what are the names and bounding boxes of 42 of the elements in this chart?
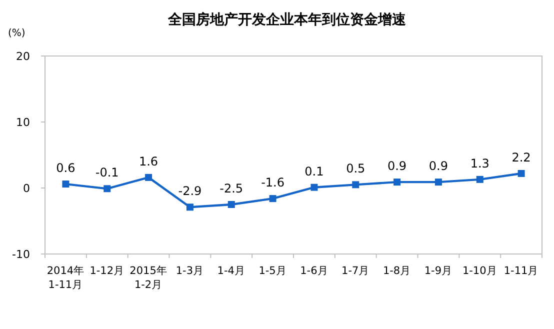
point: [476, 176, 484, 183]
data-label: 1.6: [138, 154, 158, 168]
data-label: 0.5: [346, 162, 366, 176]
y-tick-label: -10: [12, 248, 30, 261]
x-tick-label: 1-10月: [462, 265, 498, 277]
point: [104, 185, 111, 192]
x-tick-label: 1-5月: [258, 265, 287, 277]
data-label: 0.9: [387, 159, 407, 174]
x-tick-label: 1-12月: [90, 265, 125, 277]
x-tick-label: 1-11月: [504, 265, 539, 277]
data-label: 1.3: [470, 156, 490, 170]
point: [394, 178, 401, 186]
y-axis-title: (%): [8, 28, 26, 39]
x-tick-label: 1-6月: [300, 265, 328, 277]
data-label: 0.1: [304, 164, 324, 178]
chart-title: 全国房地产开发企业本年到位资金增速: [167, 11, 407, 28]
data-label: -2.5: [220, 182, 244, 196]
x-tick-label: 1-3月: [176, 265, 204, 277]
data-label: -0.1: [95, 166, 119, 180]
x-tick-label: 2015年 1-2月: [130, 265, 168, 291]
y-tick-label: 10: [16, 116, 30, 129]
point: [518, 170, 525, 177]
point: [62, 180, 70, 188]
x-tick-label: 1-9月: [424, 265, 453, 277]
point: [269, 195, 276, 202]
data-label: -2.9: [178, 184, 202, 198]
x-tick-label: 1-8月: [382, 265, 412, 277]
data-label: 2.2: [512, 150, 531, 164]
x-tick-label: 1-4月: [217, 265, 246, 277]
data-label: 0.9: [428, 159, 448, 174]
y-tick-label: 0: [23, 182, 30, 195]
point: [310, 184, 318, 191]
x-tick-label: 2014年 1-11月: [46, 265, 85, 291]
point: [228, 201, 235, 208]
point: [145, 174, 152, 181]
x-tick-label: 1-7月: [342, 265, 370, 277]
point: [186, 204, 194, 211]
point: [352, 181, 360, 188]
y-tick-label: 20: [16, 50, 30, 63]
point: [434, 178, 442, 186]
data-label: -1.6: [261, 176, 285, 190]
data-label: 0.6: [56, 161, 76, 176]
